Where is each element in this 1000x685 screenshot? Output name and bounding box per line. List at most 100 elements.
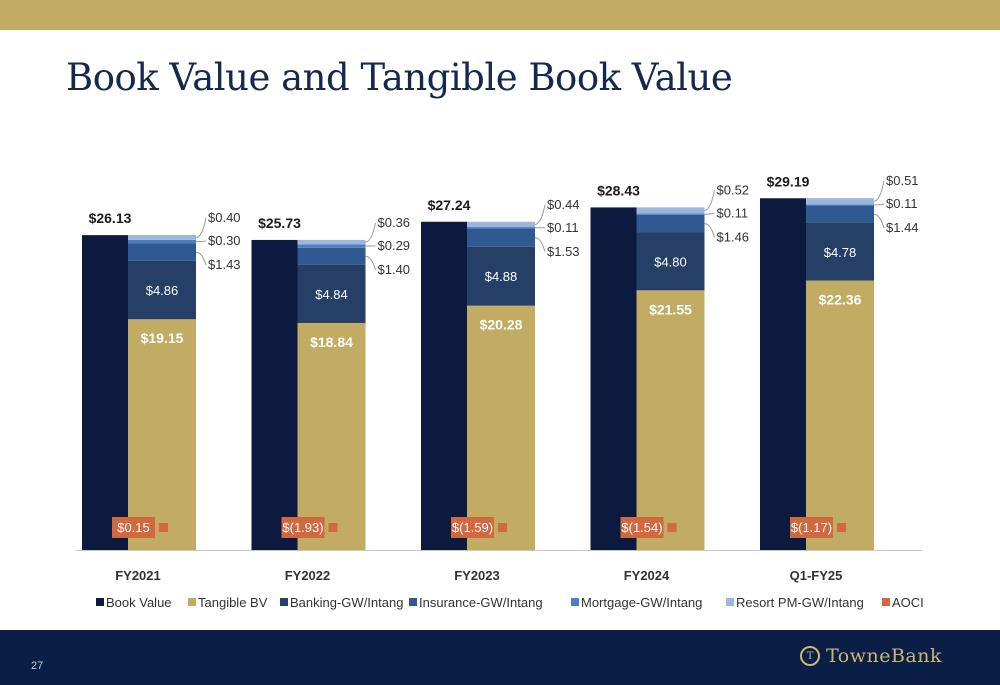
aoci-label: $(1.93) xyxy=(282,520,323,535)
stack-segment-0 xyxy=(636,290,705,550)
stack-segment-4 xyxy=(806,198,874,205)
stack-segment-2 xyxy=(297,247,366,265)
tangible-bv-label: $19.15 xyxy=(141,330,184,346)
legend-label: Resort PM-GW/Intang xyxy=(736,595,864,610)
book-value-bar xyxy=(421,221,467,550)
stack-segment-2 xyxy=(467,228,535,247)
aoci-value-box xyxy=(112,517,155,538)
stack-segment-1 xyxy=(467,246,535,306)
callout-line-mortgage xyxy=(195,240,207,243)
legend-swatch xyxy=(280,598,288,606)
banking-label: $4.78 xyxy=(824,245,857,260)
callout-line-resort xyxy=(534,204,546,225)
category-label: FY2024 xyxy=(624,568,670,583)
banking-label: $4.88 xyxy=(485,269,518,284)
stack-segment-3 xyxy=(806,204,874,206)
legend-label: AOCI xyxy=(892,595,924,610)
stack-segment-2 xyxy=(806,205,874,223)
callout-label-insurance: $1.46 xyxy=(717,229,750,244)
top-band xyxy=(0,0,1000,30)
callout-label-resort: $0.36 xyxy=(378,215,411,230)
callout-line-resort xyxy=(365,222,376,243)
callout-line-mortgage xyxy=(873,203,885,206)
book-value-label: $27.24 xyxy=(428,197,471,213)
book-value-label: $25.73 xyxy=(258,215,301,231)
logo-seal-icon: T xyxy=(800,646,821,666)
aoci-value-box xyxy=(451,517,494,538)
book-value-bar xyxy=(590,207,637,550)
book-value-label: $29.19 xyxy=(767,173,810,189)
stack-segment-1 xyxy=(636,232,705,291)
stack-segment-3 xyxy=(297,244,366,248)
tangible-bv-label: $22.36 xyxy=(819,292,862,308)
legend-label: Mortgage-GW/Intang xyxy=(581,595,702,610)
callout-label-insurance: $1.40 xyxy=(378,262,411,277)
banking-label: $4.80 xyxy=(654,254,687,269)
callout-line-insurance xyxy=(195,251,207,266)
callout-label-mortgage: $0.29 xyxy=(378,238,411,253)
category-label: Q1-FY25 xyxy=(790,568,843,583)
callout-line-insurance xyxy=(365,255,376,271)
callout-label-mortgage: $0.11 xyxy=(547,220,579,235)
aoci-label: $(1.17) xyxy=(791,520,832,535)
aoci-value-box xyxy=(620,517,664,538)
callout-label-mortgage: $0.30 xyxy=(208,233,241,248)
aoci-value-box xyxy=(281,517,325,538)
stack-segment-4 xyxy=(467,221,535,228)
aoci-marker xyxy=(837,523,846,532)
tangible-bv-label: $18.84 xyxy=(310,334,353,350)
callout-line-resort xyxy=(704,190,715,211)
category-label: FY2021 xyxy=(115,568,161,583)
callout-label-resort: $0.44 xyxy=(547,197,580,212)
category-label: FY2022 xyxy=(285,568,331,583)
callout-label-mortgage: $0.11 xyxy=(717,205,749,220)
callout-line-resort xyxy=(195,217,207,238)
legend-swatch xyxy=(571,598,579,606)
callout-label-resort: $0.40 xyxy=(208,210,241,225)
aoci-marker xyxy=(328,523,338,532)
stack-segment-4 xyxy=(636,207,705,214)
callout-line-mortgage xyxy=(704,212,715,215)
callout-line-resort xyxy=(873,181,885,202)
aoci-label: $(1.54) xyxy=(621,520,662,535)
footer-bar: 27 T TowneBank xyxy=(0,630,1000,685)
legend-label: Insurance-GW/Intang xyxy=(419,595,543,610)
stack-segment-2 xyxy=(128,243,196,261)
stack-segment-4 xyxy=(297,239,366,245)
stack-segment-1 xyxy=(128,260,196,320)
stack-segment-1 xyxy=(806,222,874,281)
book-value-label: $26.13 xyxy=(89,210,132,226)
banking-label: $4.86 xyxy=(146,283,179,298)
aoci-label: $0.15 xyxy=(117,520,150,535)
bar-chart: $26.13 $19.15 $4.86 $0.40 $0.30 $1.43 $0.15 FY2… xyxy=(76,173,924,610)
page-number: 27 xyxy=(31,660,44,672)
logo-text: TowneBank xyxy=(826,645,942,667)
book-value-label: $28.43 xyxy=(597,182,640,198)
aoci-marker xyxy=(667,523,677,532)
stack-segment-3 xyxy=(636,213,705,215)
stack-segment-0 xyxy=(128,319,196,550)
stack-segment-1 xyxy=(297,264,366,323)
legend-swatch xyxy=(96,598,104,606)
legend-swatch xyxy=(188,598,196,606)
legend-label: Book Value xyxy=(106,595,172,610)
stack-segment-0 xyxy=(806,280,874,550)
callout-label-insurance: $1.44 xyxy=(886,220,919,235)
callout-line-insurance xyxy=(704,223,715,238)
tangible-bv-label: $20.28 xyxy=(480,317,523,333)
legend-swatch xyxy=(726,598,734,606)
company-logo: T TowneBank xyxy=(800,645,942,667)
book-value-bar xyxy=(82,235,128,551)
book-value-bar xyxy=(251,239,298,551)
stack-segment-2 xyxy=(636,214,705,233)
callout-line-insurance xyxy=(873,213,885,229)
callout-label-insurance: $1.43 xyxy=(208,257,241,272)
legend-swatch xyxy=(882,598,890,606)
banking-label: $4.84 xyxy=(315,287,348,302)
tangible-bv-label: $21.55 xyxy=(649,301,692,317)
stack-segment-0 xyxy=(467,305,535,550)
aoci-marker xyxy=(498,523,507,532)
aoci-marker xyxy=(159,523,168,532)
slide-title: Book Value and Tangible Book Value xyxy=(66,56,733,99)
stack-segment-4 xyxy=(128,235,196,240)
